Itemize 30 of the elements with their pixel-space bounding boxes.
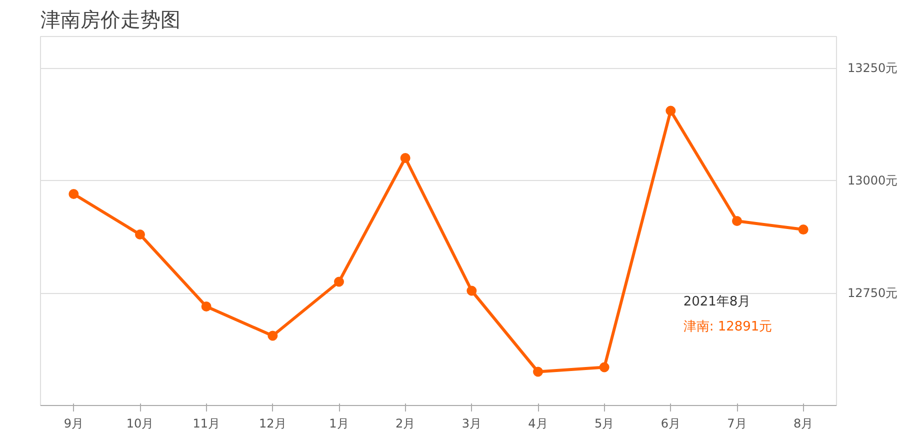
x-tick-label: 4月 <box>528 416 548 430</box>
x-tick-label: 7月 <box>727 416 747 430</box>
y-tick-label: 12750元 <box>848 286 898 300</box>
x-tick-label: 8月 <box>794 416 814 430</box>
x-tick-label: 1月 <box>329 416 349 430</box>
x-tick-label: 11月 <box>192 416 220 430</box>
x-tick-label: 10月 <box>126 416 154 430</box>
x-tick-label: 9月 <box>64 416 84 430</box>
point <box>798 224 808 235</box>
point <box>68 189 79 199</box>
x-tick-label: 6月 <box>660 416 680 430</box>
chart-title: 津南房价走势图 <box>40 8 180 32</box>
point <box>732 216 742 226</box>
point <box>334 276 344 287</box>
point <box>201 302 212 312</box>
point <box>135 230 145 240</box>
annotation: 2021年8月 <box>683 294 751 310</box>
point <box>466 286 477 296</box>
y-tick-label: 13000元 <box>848 174 898 188</box>
point <box>599 362 610 372</box>
x-tick-label: 2月 <box>396 416 416 430</box>
point <box>400 153 410 163</box>
x-tick-label: 3月 <box>462 416 482 430</box>
point <box>666 106 676 116</box>
x-tick-label: 12月 <box>259 416 286 430</box>
annotation: 津南: 12891元 <box>683 320 772 335</box>
point <box>268 330 278 341</box>
x-tick-label: 5月 <box>594 416 614 430</box>
y-tick-label: 13250元 <box>848 61 898 75</box>
point <box>533 366 543 377</box>
